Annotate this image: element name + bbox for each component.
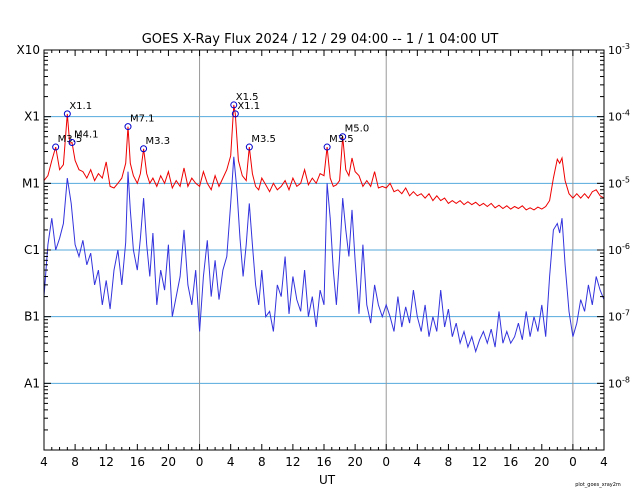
x-tick-label: 8 [445, 455, 453, 469]
series-line-1 [43, 156, 605, 354]
flare-marker [63, 110, 71, 118]
flare-marker [140, 145, 148, 153]
chart-title: GOES X-Ray Flux 2024 / 12 / 29 04:00 -- … [142, 32, 499, 47]
x-tick-label: 0 [196, 455, 204, 469]
x-tick-label: 4 [227, 455, 235, 469]
flare-label: X1.5 [236, 92, 259, 103]
y-tick-label: A1 [24, 376, 40, 390]
footer-label: plot_goes_xray2m [575, 482, 621, 488]
x-tick-label: 16 [316, 455, 331, 469]
flare-marker [339, 133, 347, 141]
flare-layer: M3.5X1.1M4.1M7.1M3.3X1.5X1.1M3.5 M3.5M5.0 [52, 92, 370, 153]
flare-marker [323, 143, 331, 151]
series-line-0 [43, 104, 605, 211]
x-tick-label: 20 [161, 455, 176, 469]
x-tick-label: 20 [347, 455, 362, 469]
flare-marker [245, 143, 253, 151]
x-tick-label: 0 [382, 455, 390, 469]
x-tick-label: 4 [414, 455, 422, 469]
flare-marker [68, 138, 76, 146]
x-tick-label: 16 [503, 455, 518, 469]
x-tick-label: 0 [569, 455, 577, 469]
flare-label: X1.1 [69, 101, 92, 112]
y-tick-label: M1 [22, 176, 40, 190]
x-axis-label: UT [319, 473, 336, 487]
flare-label: M3.3 [146, 136, 171, 147]
x-tick-label: 12 [99, 455, 114, 469]
flare-marker [231, 110, 239, 118]
y-tick-label: X10 [17, 43, 41, 57]
flare-label: M3.5 [251, 134, 276, 145]
flare-marker [52, 143, 60, 151]
series-layer [43, 104, 605, 354]
x-tick-label: 4 [40, 455, 48, 469]
flare-marker [230, 101, 238, 109]
x-tick-label: 12 [472, 455, 487, 469]
x-tick-label: 20 [534, 455, 549, 469]
x-tick-label: 12 [285, 455, 300, 469]
x-tick-label: 4 [600, 455, 608, 469]
flare-label: M5.0 [345, 124, 370, 135]
y-tick-label: X1 [24, 110, 40, 124]
x-tick-label: 8 [71, 455, 79, 469]
flare-marker [124, 123, 132, 131]
flare-label: X1.1 [237, 101, 260, 112]
flare-label: M4.1 [74, 129, 99, 140]
y-tick-label: C1 [24, 243, 40, 257]
flare-label: M3.5 [58, 134, 83, 145]
x-tick-label: 8 [258, 455, 266, 469]
flare-label: M7.1 [130, 114, 155, 125]
x-tick-label: 16 [130, 455, 145, 469]
y-tick-label: B1 [24, 310, 40, 324]
